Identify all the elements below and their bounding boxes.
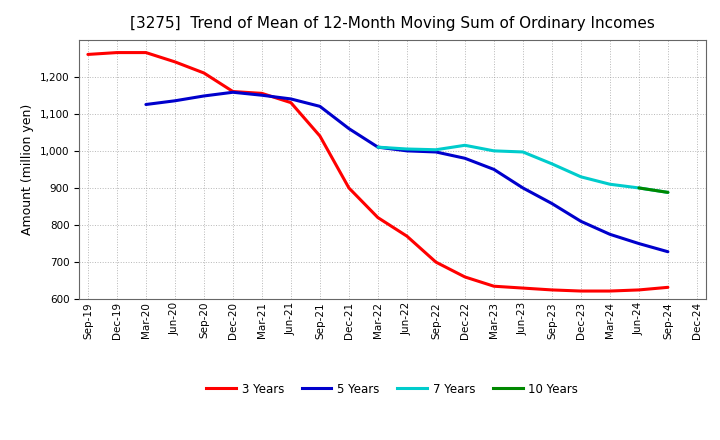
Line: 7 Years: 7 Years (378, 145, 668, 192)
5 Years (577, 219, 585, 224)
5 Years (171, 98, 179, 103)
Line: 5 Years: 5 Years (146, 92, 668, 252)
5 Years (606, 231, 614, 237)
3 Years (664, 285, 672, 290)
10 Years (634, 185, 643, 191)
3 Years (374, 215, 382, 220)
3 Years (112, 50, 121, 55)
3 Years (634, 287, 643, 293)
7 Years (518, 149, 527, 154)
7 Years (577, 174, 585, 180)
7 Years (606, 182, 614, 187)
3 Years (518, 286, 527, 291)
3 Years (315, 133, 324, 139)
5 Years (287, 96, 295, 102)
5 Years (461, 156, 469, 161)
3 Years (171, 59, 179, 65)
3 Years (577, 288, 585, 293)
7 Years (664, 190, 672, 195)
5 Years (199, 93, 208, 99)
3 Years (490, 284, 498, 289)
5 Years (228, 90, 237, 95)
5 Years (518, 185, 527, 191)
10 Years (664, 190, 672, 195)
3 Years (345, 185, 354, 191)
7 Years (431, 147, 440, 152)
5 Years (490, 167, 498, 172)
Y-axis label: Amount (million yen): Amount (million yen) (22, 104, 35, 235)
3 Years (461, 274, 469, 279)
3 Years (606, 288, 614, 293)
Legend: 3 Years, 5 Years, 7 Years, 10 Years: 3 Years, 5 Years, 7 Years, 10 Years (202, 378, 583, 400)
5 Years (345, 126, 354, 131)
5 Years (258, 92, 266, 98)
5 Years (374, 144, 382, 150)
7 Years (548, 161, 557, 166)
3 Years (402, 234, 411, 239)
Line: 10 Years: 10 Years (639, 188, 668, 192)
5 Years (548, 201, 557, 206)
5 Years (315, 104, 324, 109)
5 Years (664, 249, 672, 254)
7 Years (634, 185, 643, 191)
5 Years (142, 102, 150, 107)
7 Years (402, 147, 411, 152)
3 Years (287, 100, 295, 105)
7 Years (461, 143, 469, 148)
3 Years (199, 70, 208, 76)
Title: [3275]  Trend of Mean of 12-Month Moving Sum of Ordinary Incomes: [3275] Trend of Mean of 12-Month Moving … (130, 16, 654, 32)
3 Years (548, 287, 557, 293)
3 Years (431, 260, 440, 265)
3 Years (142, 50, 150, 55)
7 Years (374, 144, 382, 150)
3 Years (228, 89, 237, 94)
7 Years (490, 148, 498, 154)
3 Years (258, 91, 266, 96)
Line: 3 Years: 3 Years (88, 52, 668, 291)
5 Years (634, 241, 643, 246)
5 Years (402, 148, 411, 154)
5 Years (431, 149, 440, 154)
3 Years (84, 52, 92, 57)
